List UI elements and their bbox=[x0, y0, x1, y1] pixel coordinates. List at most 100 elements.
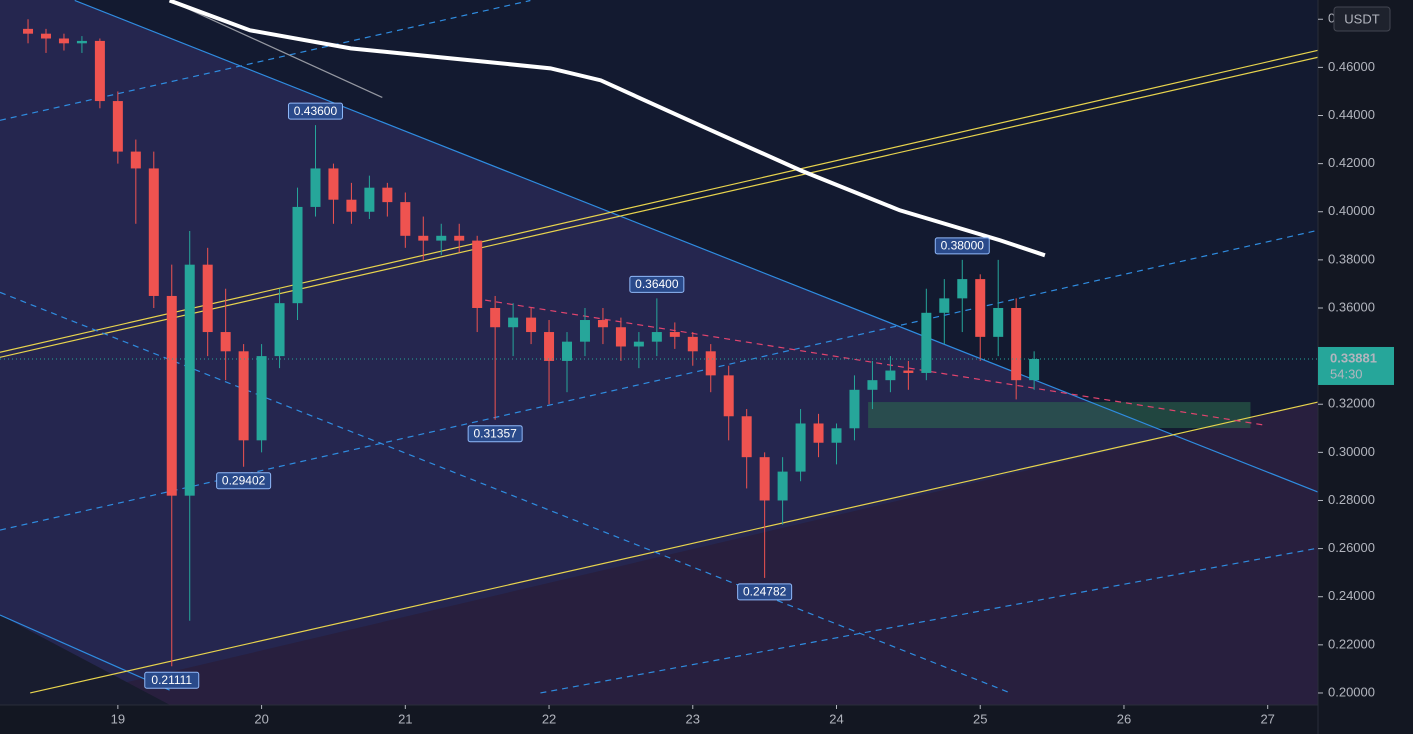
x-tick-label: 21 bbox=[398, 711, 412, 726]
y-tick-label: 0.32000 bbox=[1328, 396, 1375, 411]
unit-label: USDT bbox=[1344, 11, 1379, 26]
drawing-line bbox=[0, 56, 1319, 358]
candle-body bbox=[1029, 358, 1040, 381]
candle-body bbox=[94, 40, 105, 102]
candle-body bbox=[76, 40, 87, 44]
lower-zone bbox=[30, 402, 1318, 705]
candle-body bbox=[975, 279, 986, 337]
last-price-box bbox=[1318, 346, 1394, 385]
candle-body bbox=[400, 202, 411, 236]
drawing-line bbox=[168, 0, 1046, 258]
price-note: 0.21111 bbox=[151, 673, 192, 687]
countdown-label: 54:30 bbox=[1330, 366, 1363, 381]
candle-body bbox=[148, 168, 159, 296]
candle-body bbox=[220, 332, 231, 352]
candle-body bbox=[202, 264, 213, 333]
drawing-line bbox=[74, 0, 1319, 493]
candle-body bbox=[184, 264, 195, 496]
drawing-line bbox=[0, 0, 531, 121]
candle-body bbox=[472, 240, 483, 308]
y-tick-label: 0.24000 bbox=[1328, 588, 1375, 603]
price-note: 0.43600 bbox=[294, 104, 338, 118]
price-note-box bbox=[216, 472, 272, 490]
x-tick-label: 20 bbox=[254, 711, 268, 726]
y-tick-label: 0.38000 bbox=[1328, 251, 1375, 266]
candle-body bbox=[418, 235, 429, 241]
candle-body bbox=[1011, 307, 1022, 381]
price-note-box bbox=[467, 425, 523, 443]
plot-layer: 0.43600 0.29402 0.31357 0.36400 0.24782 0.211… bbox=[0, 0, 1319, 694]
drawing-line bbox=[0, 614, 170, 691]
candle-body bbox=[544, 332, 555, 361]
price-note: 0.31357 bbox=[473, 426, 517, 440]
candle-body bbox=[274, 303, 285, 357]
zone bbox=[868, 402, 1251, 429]
candle-body bbox=[723, 375, 734, 417]
x-tick-label: 27 bbox=[1260, 711, 1274, 726]
candle-body bbox=[849, 389, 860, 429]
x-tick-label: 19 bbox=[111, 711, 125, 726]
candle-body bbox=[633, 341, 644, 347]
y-tick-label: 0.44000 bbox=[1328, 107, 1375, 122]
x-tick-label: 23 bbox=[686, 711, 700, 726]
candle-body bbox=[759, 457, 770, 501]
candle-body bbox=[436, 235, 447, 241]
candle-body bbox=[903, 370, 914, 373]
x-tick-label: 24 bbox=[829, 711, 843, 726]
candle-body bbox=[526, 317, 537, 333]
price-note: 0.29402 bbox=[222, 473, 266, 487]
y-tick-label: 0.28000 bbox=[1328, 492, 1375, 507]
candle-body bbox=[562, 341, 573, 361]
candle-body bbox=[579, 320, 590, 342]
y-tick-label: 0.40000 bbox=[1328, 203, 1375, 218]
price-note: 0.36400 bbox=[635, 277, 679, 291]
candle-body bbox=[238, 351, 249, 441]
candle-body bbox=[993, 307, 1004, 337]
candle-body bbox=[310, 168, 321, 207]
price-note: 0.24782 bbox=[743, 585, 787, 599]
drawing-line bbox=[0, 49, 1319, 353]
x-tick-label: 25 bbox=[973, 711, 987, 726]
axes-layer: 0.20000 0.22000 0.24000 0.26000 0.28000 0.300… bbox=[111, 6, 1394, 726]
candle-body bbox=[597, 320, 608, 328]
last-price-label: 0.33881 bbox=[1330, 350, 1377, 365]
price-note-box bbox=[629, 275, 685, 293]
candle-body bbox=[615, 327, 626, 347]
x-tick-label: 26 bbox=[1117, 711, 1131, 726]
price-note-box bbox=[934, 237, 990, 255]
y-tick-label: 0.20000 bbox=[1328, 684, 1375, 699]
x-tick-label: 22 bbox=[542, 711, 556, 726]
candle-body bbox=[687, 336, 698, 352]
candle-body bbox=[346, 199, 357, 212]
y-tick-label: 0.22000 bbox=[1328, 636, 1375, 651]
candle-body bbox=[58, 38, 69, 44]
candle-body bbox=[651, 332, 662, 342]
candle-body bbox=[490, 307, 501, 328]
candle-body bbox=[166, 295, 177, 496]
candle-body bbox=[957, 279, 968, 299]
price-note-box bbox=[737, 583, 793, 601]
candle-body bbox=[867, 380, 878, 390]
price-note-box bbox=[287, 102, 343, 120]
price-note-box bbox=[144, 671, 200, 689]
price-note: 0.38000 bbox=[941, 239, 985, 253]
candle-body bbox=[741, 416, 752, 458]
y-tick-label: 0.26000 bbox=[1328, 540, 1375, 555]
candle-body bbox=[382, 187, 393, 203]
candle-body bbox=[256, 356, 267, 441]
candle-body bbox=[669, 332, 680, 337]
candle-body bbox=[454, 235, 465, 241]
candle-body bbox=[885, 370, 896, 381]
candle-body bbox=[292, 206, 303, 304]
y-tick-label: 0.30000 bbox=[1328, 444, 1375, 459]
unit-badge bbox=[1333, 6, 1391, 32]
time-axis bbox=[0, 705, 1318, 734]
candle-body bbox=[777, 471, 788, 501]
candle-body bbox=[40, 33, 51, 39]
candle-body bbox=[130, 151, 141, 169]
candle-body bbox=[795, 423, 806, 472]
candle-body bbox=[328, 168, 339, 200]
candle-body bbox=[705, 351, 716, 376]
y-tick-label: 0.42000 bbox=[1328, 155, 1375, 170]
